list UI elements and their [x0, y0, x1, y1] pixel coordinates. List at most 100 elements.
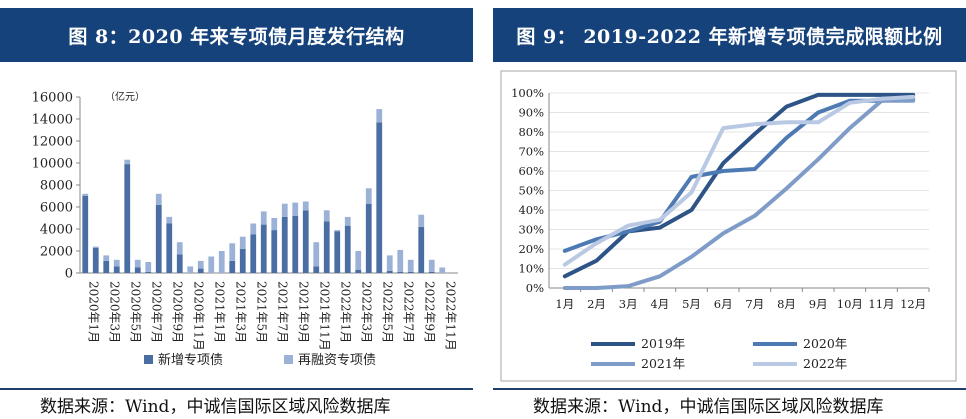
x-tick-label: 2020年3月 [107, 281, 121, 343]
y-tick-label: 0 [65, 267, 73, 282]
bar-new-bond [418, 226, 425, 273]
bar-new-bond [397, 271, 404, 273]
y-tick-label: 14000 [32, 113, 73, 128]
bar-new-bond [239, 248, 246, 273]
bar-refi-bond [271, 218, 278, 231]
x-tick-label: 2020年7月 [149, 281, 163, 343]
bar-refi-bond [313, 242, 320, 267]
bar-refi-bond [344, 216, 351, 226]
bar-new-bond [197, 268, 204, 273]
bar-refi-bond [103, 255, 110, 261]
bar-refi-bond [113, 259, 120, 267]
y-tick-label: 10% [518, 262, 544, 276]
bar-new-bond [260, 224, 267, 273]
x-tick-label: 1月 [555, 297, 574, 311]
line-chart: 0% 10% 20% 30% 40% 50% 60% 70% 80% 90% 100% 1月 2月 3月 4… [500, 70, 957, 382]
y-tick-label: 8000 [40, 179, 73, 194]
left-source-note: 数据来源：Wind，中诚信国际区域风险数据库 [0, 388, 473, 419]
left-chart-panel: 图 8：2020 年来专项债月度发行结构 0 2000 4000 6000 8000 10… [0, 0, 473, 419]
x-tick-label: 2021年7月 [275, 281, 289, 343]
bar-new-bond [313, 266, 320, 273]
bar-refi-bond [323, 210, 330, 222]
y-tick-label: 100% [511, 86, 544, 100]
bar-new-bond [355, 269, 362, 273]
y-tick-label: 90% [518, 106, 544, 120]
x-tick-label: 12月 [900, 297, 926, 311]
bar-new-bond [344, 225, 351, 273]
legend-label: 2022年 [803, 356, 847, 371]
x-tick-label: 8月 [777, 297, 796, 311]
bar-new-bond [92, 247, 99, 273]
bar-refi-bond [134, 259, 141, 268]
legend-label: 2019年 [641, 336, 685, 351]
bar-new-bond [407, 271, 414, 273]
bar-refi-bond [187, 266, 194, 273]
legend-swatch-refi [284, 355, 293, 364]
left-chart-title: 图 8：2020 年来专项债月度发行结构 [0, 8, 473, 62]
bar-refi-bond [239, 236, 246, 249]
bar-refi-bond [386, 255, 393, 271]
bar-refi-bond [229, 243, 236, 261]
bar-refi-bond [292, 202, 299, 216]
bar-refi-bond [145, 262, 152, 272]
x-tick-label: 5月 [682, 297, 701, 311]
x-tick-label: 2022年7月 [401, 281, 415, 343]
series-line-2021年 [562, 98, 916, 290]
bar-new-bond [124, 164, 131, 273]
legend-label-new: 新增专项债 [158, 352, 223, 368]
x-tick-label: 2020年1月 [86, 281, 100, 343]
y-tick-label: 20% [518, 242, 544, 256]
x-tick-label: 9月 [809, 297, 828, 311]
y-tick-label: 10000 [32, 157, 73, 172]
bar-new-bond [134, 267, 141, 273]
bar-refi-bond [208, 256, 215, 273]
bar-refi-bond [355, 251, 362, 270]
bar-refi-bond [218, 251, 225, 273]
x-tick-label: 11月 [868, 297, 894, 311]
y-tick-label: 6000 [40, 201, 73, 216]
bar-refi-bond [82, 193, 89, 196]
x-tick-label: 2021年9月 [296, 281, 310, 343]
bar-refi-bond [397, 249, 404, 272]
stacked-bar-chart: 0 2000 4000 6000 8000 10000 12000 14000 16000 （亿元… [32, 90, 458, 368]
bar-new-bond [229, 260, 236, 273]
bar-new-bond [292, 215, 299, 273]
x-tick-label: 2020年11月 [191, 281, 205, 351]
bar-refi-bond [376, 109, 383, 123]
y-tick-label: 50% [518, 184, 544, 198]
y-tick-label: 30% [518, 223, 544, 237]
bar-new-bond [155, 204, 162, 273]
right-chart-panel: 图 9： 2019-2022 年新增专项债完成限额比例 0% 10% 20% 30% 4… [493, 0, 966, 419]
unit-label: （亿元） [105, 90, 145, 103]
bar-refi-bond [250, 223, 257, 235]
bar-new-bond [82, 196, 89, 273]
series-line-2022年 [562, 94, 916, 267]
bar-new-bond [176, 254, 183, 273]
bar-new-bond [323, 221, 330, 273]
bar-new-bond [113, 266, 120, 273]
chart-frame [500, 70, 957, 382]
legend-label: 2021年 [641, 356, 685, 371]
x-tick-label: 2022年1月 [338, 281, 352, 343]
right-chart-title: 图 9： 2019-2022 年新增专项债完成限额比例 [493, 8, 966, 62]
legend-swatch-new [144, 355, 153, 364]
bar-new-bond [103, 260, 110, 273]
bar-new-bond [365, 203, 372, 273]
y-tick-label: 16000 [32, 91, 73, 106]
bar-refi-bond [407, 259, 414, 272]
x-tick-label: 2021年3月 [233, 281, 247, 343]
x-tick-label: 2月 [587, 297, 606, 311]
bar-new-bond [166, 223, 173, 273]
x-tick-label: 2021年11月 [317, 281, 331, 351]
bar-refi-bond [260, 211, 267, 225]
x-tick-label: 2022年11月 [443, 281, 457, 351]
bar-refi-bond [197, 260, 204, 269]
x-tick-label: 4月 [650, 297, 669, 311]
bar-refi-bond [365, 188, 372, 204]
x-tick-label: 2022年5月 [380, 281, 394, 343]
bar-refi-bond [439, 267, 446, 273]
legend-label-refi: 再融资专项债 [298, 353, 376, 368]
x-tick-label: 2020年5月 [128, 281, 142, 343]
bar-refi-bond [428, 259, 435, 272]
bar-refi-bond [302, 201, 309, 211]
